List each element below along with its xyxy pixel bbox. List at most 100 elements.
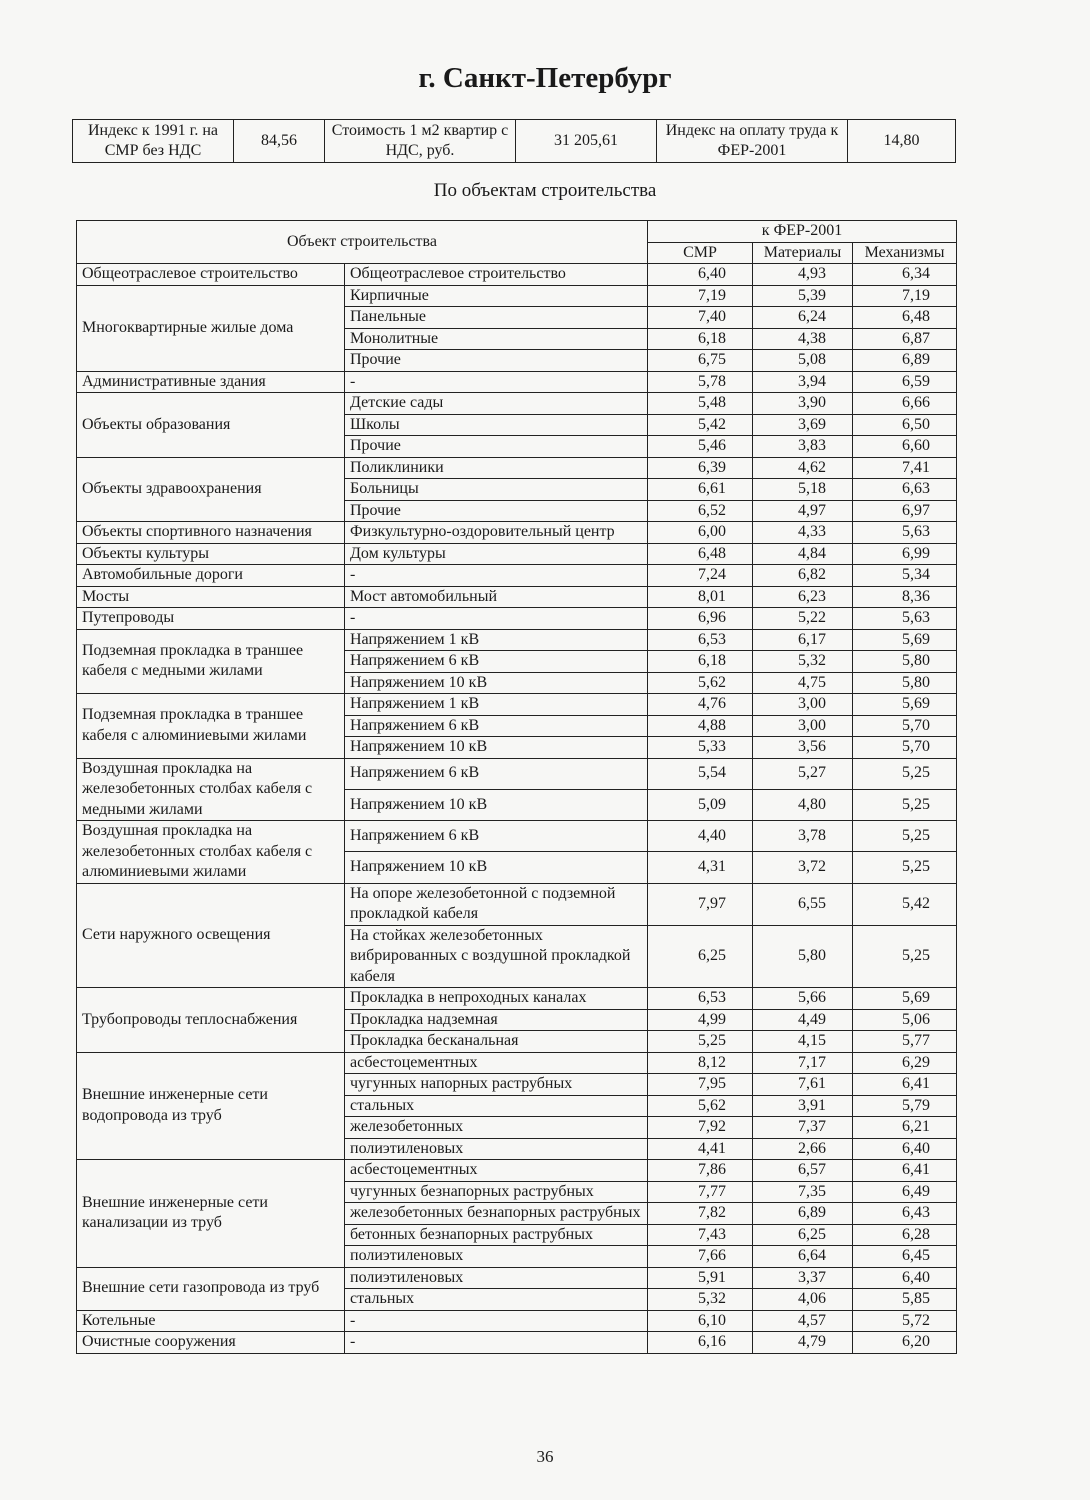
subtype-cell: асбестоцементных: [344, 1159, 648, 1182]
index-value: 5,46: [647, 435, 753, 458]
table-row: Котельные -6,10 4,57 5,72: [76, 1309, 958, 1332]
table-row: Очистные сооружения -6,16 4,79 6,20: [76, 1331, 958, 1354]
index-value: 4,31: [647, 851, 753, 884]
index-value: 5,42: [851, 882, 958, 926]
table-row: Воздушная прокладка на железобетонных ст…: [76, 819, 958, 884]
index-value: 6,43: [851, 1202, 958, 1225]
subtitle: По объектам строительства: [433, 180, 657, 201]
index-value: 6,00: [647, 521, 753, 544]
index-value: 6,21: [851, 1116, 958, 1139]
subtype-cell: -: [344, 370, 648, 393]
index-value: 8,01: [647, 585, 753, 608]
index-value: 6,75: [647, 349, 753, 372]
index-value: 5,63: [851, 521, 958, 544]
index-value: 7,40: [647, 306, 753, 329]
table-row: стальных 5,32 4,06 5,85: [77, 1288, 958, 1311]
subtype-cell: Напряжением 1 кВ: [344, 693, 648, 716]
header-cell: СМР: [647, 241, 753, 264]
index-value: 4,15: [752, 1030, 853, 1053]
table-row: Напряжением 10 кВ 5,33 3,56 5,70: [77, 736, 958, 759]
object-cell: Автомобильные дороги: [76, 564, 345, 587]
object-cell: Мосты: [76, 585, 345, 608]
index-value: 5,32: [752, 650, 853, 673]
subtype-cell: Прокладка в непроходных каналах: [344, 987, 648, 1010]
index-value: 7,17: [752, 1051, 853, 1074]
index-value: 7,37: [752, 1116, 853, 1139]
subtype-cell: Напряжением 10 кВ: [344, 736, 648, 759]
index-value: 4,57: [752, 1309, 853, 1332]
table-row: Подземная прокладка в траншее кабеля с а…: [76, 693, 958, 759]
header-cell: Механизмы: [851, 241, 958, 264]
table-row: Внешние сети газопровода из труб полиэтил…: [76, 1266, 958, 1311]
index-value: 5,25: [647, 1030, 753, 1053]
subtype-cell: Детские сады: [344, 392, 648, 415]
index-value: 6,82: [752, 564, 853, 587]
object-cell: Трубопроводы теплоснабжения: [76, 987, 345, 1053]
index-value: 6,40: [851, 1266, 958, 1289]
subtype-cell: Мост автомобильный: [344, 585, 648, 608]
index-value: 6,64: [752, 1245, 853, 1268]
index-value: 5,33: [647, 736, 753, 759]
subtype-cell: асбестоцементных: [344, 1051, 648, 1074]
index-value: 6,41: [851, 1073, 958, 1096]
index-value: 7,92: [647, 1116, 753, 1139]
index-cell: Индекс к 1991 г. на СМР без НДС: [72, 119, 234, 163]
index-value: 4,41: [647, 1137, 753, 1160]
table-row: Подземная прокладка в траншее кабеля с м…: [76, 628, 958, 694]
object-cell: Путепроводы: [76, 607, 345, 630]
subtype-cell: Поликлиники: [344, 456, 648, 479]
subtype-cell: Прочие: [344, 435, 648, 458]
index-value: 5,69: [851, 628, 958, 651]
index-value: 6,29: [851, 1051, 958, 1074]
index-value: 5,91: [647, 1266, 753, 1289]
index-value: 7,35: [752, 1180, 853, 1203]
index-value: 6,55: [752, 882, 853, 926]
index-value: 4,38: [752, 327, 853, 350]
table-row: Прочие 5,46 3,83 6,60: [77, 435, 958, 458]
index-cell: Индекс на оплату труда к ФЕР-2001: [656, 119, 848, 163]
index-value: 5,54: [647, 757, 753, 790]
index-value: 7,82: [647, 1202, 753, 1225]
index-value: 5,69: [851, 693, 958, 716]
title: г. Санкт-Петербург: [418, 62, 672, 94]
index-value: 7,41: [851, 456, 958, 479]
index-table: Индекс к 1991 г. на СМР без НДС 84,56 Ст…: [72, 119, 956, 163]
table-row: Автомобильные дороги -7,24 6,82 5,34: [76, 564, 958, 587]
index-value: 6,23: [752, 585, 853, 608]
index-value: 6,66: [851, 392, 958, 415]
subtype-cell: полиэтиленовых: [344, 1137, 648, 1160]
index-cell: 14,80: [847, 119, 956, 163]
index-value: 4,99: [647, 1008, 753, 1031]
index-value: 6,99: [851, 542, 958, 565]
index-value: 7,86: [647, 1159, 753, 1182]
index-value: 6,57: [752, 1159, 853, 1182]
index-value: 5,80: [752, 924, 853, 988]
table-row: Путепроводы -6,96 5,22 5,63: [76, 607, 958, 630]
index-value: 6,50: [851, 413, 958, 436]
index-value: 4,80: [752, 788, 853, 822]
index-value: 7,24: [647, 564, 753, 587]
subtype-cell: Напряжением 6 кВ: [344, 757, 648, 790]
subtype-cell: -: [344, 564, 648, 587]
index-value: 4,97: [752, 499, 853, 522]
index-value: 7,43: [647, 1223, 753, 1246]
table-row: Объекты образования Детские сады 5,48 3,90 6…: [76, 392, 958, 458]
subtype-cell: Панельные: [344, 306, 648, 329]
index-value: 6,89: [851, 349, 958, 372]
subtype-cell: железобетонных: [344, 1116, 648, 1139]
index-value: 5,25: [851, 788, 958, 822]
table-row: Напряжением 6 кВ 4,88 3,00 5,70: [77, 714, 958, 737]
subtype-cell: полиэтиленовых: [344, 1266, 648, 1289]
index-value: 3,90: [752, 392, 853, 415]
index-value: 7,66: [647, 1245, 753, 1268]
subtype-cell: Больницы: [344, 478, 648, 501]
object-cell: Внешние сети газопровода из труб: [76, 1266, 345, 1311]
index-value: 3,94: [752, 370, 853, 393]
object-cell: Объекты культуры: [76, 542, 345, 565]
index-value: 6,40: [851, 1137, 958, 1160]
index-value: 6,20: [851, 1331, 958, 1354]
subtype-cell: Кирпичные: [344, 284, 648, 307]
index-value: 5,66: [752, 987, 853, 1010]
index-value: 6,53: [647, 987, 753, 1010]
